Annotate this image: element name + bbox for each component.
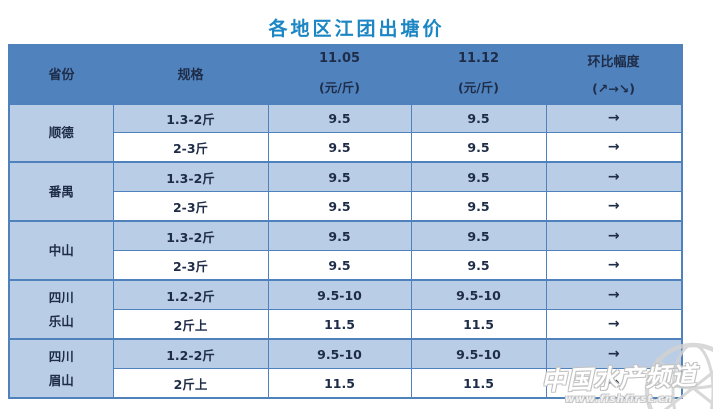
spec-cell: 2-3斤 [112,132,269,163]
trend-cell: → [545,102,683,133]
price-cell: 9.5 [410,132,547,163]
spec-cell: 1.3-2斤 [112,161,269,192]
province-cell: 四川 乐山 [8,279,114,340]
price-cell: 9.5-10 [410,279,547,310]
price-cell: 9.5-10 [267,338,412,369]
col-header-trend-label: 环比幅度 [587,55,640,71]
price-cell: 9.5 [267,191,412,222]
col-header-date2-label: 11.12 [457,51,500,67]
trend-cell: → [545,132,683,163]
price-cell: 9.5 [267,250,412,281]
trend-cell: → [545,191,683,222]
price-cell: 9.5 [267,220,412,251]
province-cell: 中山 [8,220,114,281]
spec-cell: 1.3-2斤 [112,102,269,133]
price-cell: 9.5 [267,102,412,133]
col-header-date2: 11.12 (元/斤) [411,45,546,105]
trend-cell: → [545,279,683,310]
page-title: 各地区江团出塘价 [268,18,445,40]
spec-cell: 2-3斤 [112,191,269,222]
col-header-province: 省份 [9,45,113,105]
price-cell: 11.5 [410,309,547,340]
price-cell: 9.5 [410,220,547,251]
trend-cell: → [545,309,683,340]
table-row: 2-3斤 9.5 9.5 → [9,132,683,163]
col-header-spec: 规格 [113,45,268,105]
trend-cell: → [545,220,683,251]
spec-cell: 1.2-2斤 [112,338,269,369]
price-cell: 11.5 [267,309,412,340]
price-cell: 11.5 [267,368,412,399]
table-row: 中山 1.3-2斤 9.5 9.5 → [8,220,683,281]
trend-cell: → [545,250,683,281]
table-row: 番禺 1.3-2斤 9.5 9.5 → [8,161,683,222]
col-header-date2-unit: (元/斤) [458,80,499,96]
col-header-date1: 11.05 (元/斤) [268,45,411,105]
price-cell: 9.5-10 [267,279,412,310]
table-row: 四川 眉山 1.2-2斤 9.5-10 9.5-10 → [8,338,683,399]
spec-cell: 2斤上 [112,309,269,340]
globe-icon [644,342,713,409]
price-cell: 9.5 [410,250,547,281]
spec-cell: 1.3-2斤 [112,220,269,251]
price-cell: 9.5 [410,161,547,192]
province-cell: 四川 眉山 [8,338,114,399]
price-cell: 9.5 [267,132,412,163]
price-cell: 9.5 [267,161,412,192]
price-cell: 9.5 [410,191,547,222]
table-row: 2-3斤 9.5 9.5 → [9,191,683,222]
spec-cell: 1.2-2斤 [112,279,269,310]
price-cell: 9.5 [410,102,547,133]
table-row: 2斤上 11.5 11.5 → [9,368,683,399]
trend-cell: → [545,161,683,192]
price-cell: 11.5 [410,368,547,399]
table-row: 2-3斤 9.5 9.5 → [9,250,683,281]
table-header-row: 省份 规格 11.05 (元/斤) 11.12 (元/斤) 环比幅度 (↗→↘) [9,45,682,105]
table-row: 四川 乐山 1.2-2斤 9.5-10 9.5-10 → [8,279,683,340]
price-cell: 9.5-10 [410,338,547,369]
col-header-trend-legend: (↗→↘) [592,81,635,97]
spec-cell: 2斤上 [112,368,269,399]
table-row: 2斤上 11.5 11.5 → [9,309,683,340]
price-table: 省份 规格 11.05 (元/斤) 11.12 (元/斤) 环比幅度 (↗→↘) [8,44,683,399]
col-header-province-label: 省份 [48,68,75,84]
col-header-date1-unit: (元/斤) [319,80,360,96]
table-row: 顺德 1.3-2斤 9.5 9.5 → [8,102,683,163]
spec-cell: 2-3斤 [112,250,269,281]
col-header-spec-label: 规格 [177,68,204,84]
col-header-date1-label: 11.05 [318,51,361,67]
province-cell: 顺德 [8,102,114,163]
col-header-trend: 环比幅度 (↗→↘) [546,45,682,105]
province-cell: 番禺 [8,161,114,222]
